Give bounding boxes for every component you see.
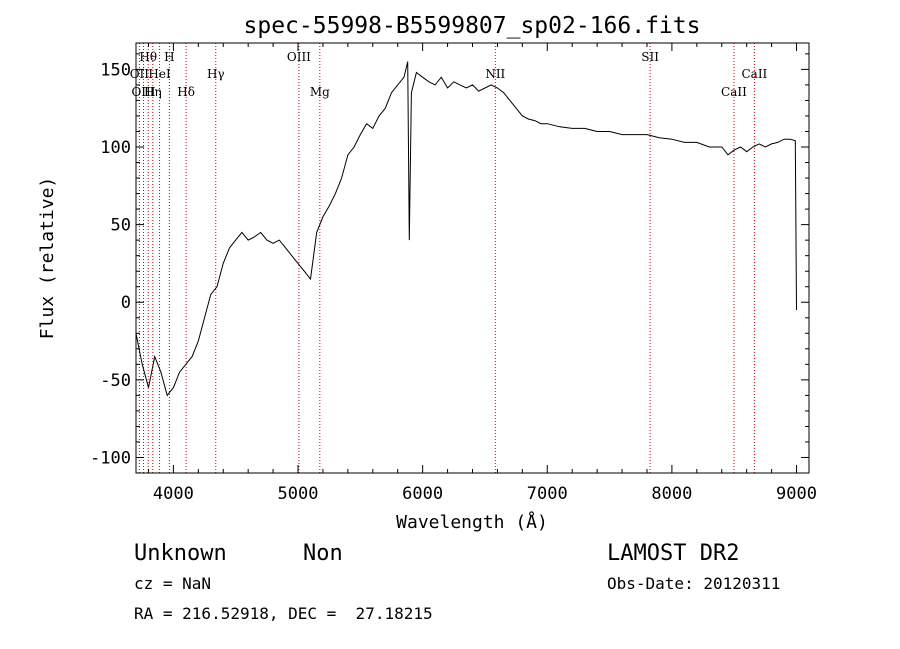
y-tick-label: -50 [100, 371, 131, 391]
emission-marker-label: SII [641, 50, 659, 64]
emission-line-labels: Hθ OII OIII H HeI Hη Hδ Hγ OIII Mg NII SII CaII CaII [130, 50, 768, 99]
emission-marker-label: Hγ [207, 67, 225, 81]
y-tick-label: 100 [100, 138, 131, 158]
x-tick-label: 7000 [527, 484, 568, 504]
plot-frame [135, 42, 810, 474]
spectrum-series-line [135, 61, 797, 397]
obs-date-text: Obs-Date: 20120311 [607, 574, 780, 593]
x-tick-label: 4000 [153, 484, 194, 504]
emission-marker-label: OIII [131, 85, 155, 99]
x-axis-label: Wavelength (Å) [396, 511, 548, 533]
class-label: Unknown [134, 541, 227, 566]
chart-title: spec-55998-B5599807_sp02-166.fits [244, 13, 701, 39]
emission-marker-label: Mg [310, 85, 330, 99]
coordinates-text: RA = 216.52918, DEC = 27.18215 [134, 604, 433, 623]
x-tick-label: 5000 [278, 484, 319, 504]
emission-marker-label: Hδ [177, 85, 195, 99]
emission-marker-label: Hθ [139, 50, 157, 64]
emission-marker-label: CaII [721, 85, 747, 99]
subclass-label: Non [303, 541, 343, 566]
emission-marker-label: NII [485, 67, 505, 81]
y-axis: -100 -50 0 50 100 150 [90, 53, 809, 474]
emission-marker-label: OIII [287, 50, 311, 64]
emission-marker-label: Hη [144, 85, 162, 99]
cz-text: cz = NaN [134, 574, 211, 593]
y-tick-label: 50 [111, 216, 131, 236]
emission-marker-label: H [164, 50, 174, 64]
y-tick-label: 0 [121, 293, 131, 313]
emission-marker-label: OII [130, 67, 150, 81]
y-tick-label: 150 [100, 60, 131, 80]
y-axis-label: Flux (relative) [37, 177, 58, 340]
x-tick-label: 9000 [776, 484, 817, 504]
survey-label: LAMOST DR2 [607, 541, 739, 566]
y-tick-label: -100 [90, 448, 131, 468]
x-tick-label: 6000 [402, 484, 443, 504]
emission-line-markers [138, 43, 755, 473]
x-tick-label: 8000 [651, 484, 692, 504]
x-axis: 4000 5000 6000 7000 8000 9000 [147, 43, 817, 504]
emission-marker-label: CaII [741, 67, 767, 81]
emission-marker-label: HeI [148, 67, 171, 81]
